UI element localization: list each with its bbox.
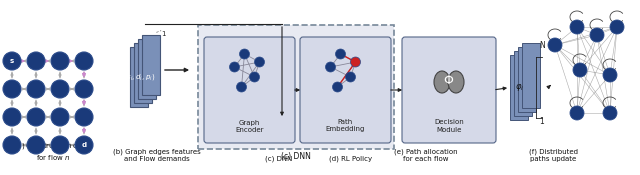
Text: (b) Graph edges features
and Flow demands: (b) Graph edges features and Flow demand…: [113, 148, 201, 162]
Text: N: N: [539, 40, 545, 50]
Text: ...: ...: [153, 23, 163, 35]
Circle shape: [603, 68, 617, 82]
FancyBboxPatch shape: [134, 43, 152, 103]
FancyBboxPatch shape: [142, 35, 160, 95]
Text: $(s_i, d_i, p_i)$: $(s_i, d_i, p_i)$: [124, 72, 156, 82]
Text: Path
Embedding: Path Embedding: [326, 120, 365, 132]
Circle shape: [27, 136, 45, 154]
Circle shape: [250, 72, 259, 82]
Circle shape: [75, 108, 93, 126]
Circle shape: [570, 106, 584, 120]
FancyBboxPatch shape: [300, 37, 391, 143]
Circle shape: [239, 49, 250, 59]
Text: 1: 1: [540, 117, 545, 127]
Circle shape: [351, 57, 360, 67]
Circle shape: [3, 108, 21, 126]
Text: (d) RL Policy: (d) RL Policy: [329, 155, 372, 162]
Text: (f) Distributed
paths update: (f) Distributed paths update: [529, 148, 578, 162]
Circle shape: [51, 80, 69, 98]
Circle shape: [51, 52, 69, 70]
Circle shape: [3, 52, 21, 70]
Circle shape: [75, 136, 93, 154]
Circle shape: [333, 82, 342, 92]
Circle shape: [3, 136, 21, 154]
Circle shape: [346, 72, 355, 82]
Circle shape: [75, 80, 93, 98]
Text: $\varphi_i$: $\varphi_i$: [515, 82, 525, 93]
FancyBboxPatch shape: [518, 47, 536, 112]
Circle shape: [255, 57, 264, 67]
Text: Decision
Module: Decision Module: [434, 120, 464, 132]
Text: Graph
Encoder: Graph Encoder: [236, 120, 264, 132]
Circle shape: [335, 49, 346, 59]
Ellipse shape: [448, 71, 464, 93]
Text: (a) Construction of $A_n$
for flow $n$: (a) Construction of $A_n$ for flow $n$: [15, 141, 92, 162]
Circle shape: [573, 63, 587, 77]
FancyBboxPatch shape: [402, 37, 496, 143]
Circle shape: [27, 80, 45, 98]
Text: $\Phi$: $\Phi$: [444, 74, 454, 86]
FancyBboxPatch shape: [510, 55, 528, 120]
FancyBboxPatch shape: [130, 47, 148, 107]
Circle shape: [603, 106, 617, 120]
Ellipse shape: [434, 71, 450, 93]
Circle shape: [237, 82, 246, 92]
Circle shape: [51, 108, 69, 126]
FancyBboxPatch shape: [204, 37, 295, 143]
Circle shape: [548, 38, 562, 52]
FancyBboxPatch shape: [522, 43, 540, 108]
Circle shape: [326, 62, 335, 72]
Circle shape: [230, 62, 239, 72]
FancyBboxPatch shape: [514, 51, 532, 116]
Text: (e) Path allocation
for each flow: (e) Path allocation for each flow: [394, 148, 458, 162]
Circle shape: [51, 136, 69, 154]
Text: (c) DNN: (c) DNN: [265, 155, 292, 162]
Circle shape: [75, 52, 93, 70]
Circle shape: [590, 28, 604, 42]
Circle shape: [27, 52, 45, 70]
FancyBboxPatch shape: [138, 39, 156, 99]
Circle shape: [3, 80, 21, 98]
FancyBboxPatch shape: [198, 25, 394, 149]
Circle shape: [570, 20, 584, 34]
Text: d: d: [81, 142, 86, 148]
Text: (c) DNN: (c) DNN: [281, 152, 311, 162]
Circle shape: [610, 20, 624, 34]
Circle shape: [27, 108, 45, 126]
Text: s: s: [10, 58, 14, 64]
Text: 1: 1: [161, 31, 165, 37]
